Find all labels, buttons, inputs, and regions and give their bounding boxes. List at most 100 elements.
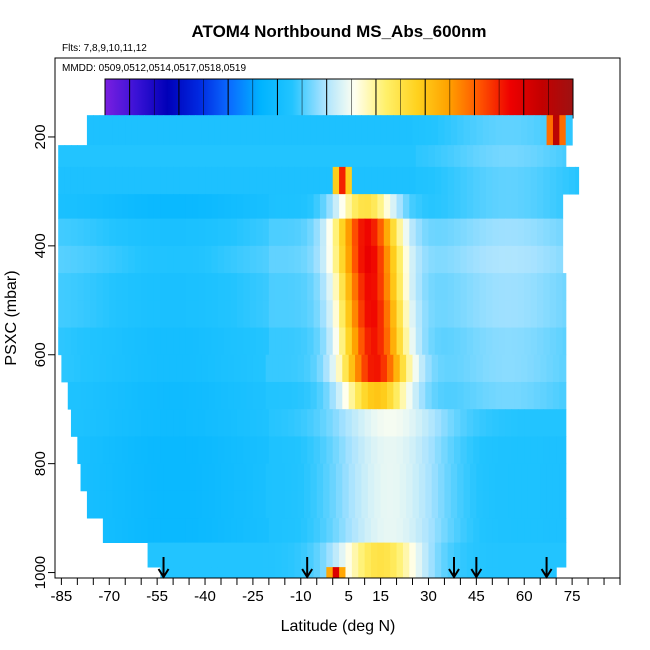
heatmap-cell	[323, 490, 331, 519]
heatmap-cell	[185, 567, 193, 578]
heatmap-cell	[176, 354, 184, 383]
heatmap-cell	[208, 463, 216, 492]
heatmap-cell	[533, 354, 541, 383]
heatmap-cell	[227, 381, 235, 410]
heatmap-cell	[179, 273, 187, 301]
heatmap-cell	[192, 166, 200, 195]
heatmap-cell	[288, 166, 295, 195]
heatmap-cell	[128, 436, 136, 465]
heatmap-cell	[198, 436, 206, 465]
heatmap-cell	[428, 145, 436, 168]
heatmap-cell	[406, 115, 414, 146]
heatmap-cell	[339, 273, 347, 301]
heatmap-cell	[326, 409, 334, 437]
y-tick-label: 800	[32, 451, 49, 476]
heatmap-cell	[348, 115, 356, 146]
heatmap-cell	[390, 218, 398, 247]
heatmap-cell	[377, 409, 385, 437]
heatmap-cell	[102, 327, 110, 356]
heatmap-cell	[329, 115, 337, 146]
heatmap-cell	[530, 567, 538, 578]
heatmap-cell	[454, 436, 461, 465]
heatmap-cell	[166, 194, 174, 220]
heatmap-cell	[189, 354, 197, 383]
heatmap-cell	[514, 463, 522, 492]
heatmap-cell	[537, 166, 544, 195]
heatmap-cell	[176, 463, 184, 492]
heatmap-cell	[307, 409, 315, 437]
heatmap-cell	[211, 194, 219, 220]
heatmap-cell	[479, 166, 487, 195]
heatmap-cell	[288, 327, 295, 356]
heatmap-cell	[511, 145, 519, 168]
y-tick-label: 200	[32, 124, 49, 149]
heatmap-cell	[307, 327, 315, 356]
heatmap-cell	[386, 115, 394, 146]
heatmap-cell	[96, 166, 104, 195]
heatmap-cell	[192, 218, 200, 247]
heatmap-cell	[211, 245, 219, 274]
heatmap-cell	[176, 490, 184, 519]
heatmap-cell	[326, 166, 334, 195]
heatmap-cell	[141, 194, 149, 220]
heatmap-cell	[543, 542, 551, 568]
heatmap-cell	[230, 436, 238, 465]
x-tick-label: -70	[98, 588, 120, 605]
heatmap-cell	[358, 218, 366, 247]
heatmap-cell	[131, 463, 139, 492]
heatmap-cell	[412, 463, 420, 492]
heatmap-cell	[288, 145, 295, 168]
heatmap-cell	[262, 273, 270, 301]
heatmap-cell	[418, 381, 426, 410]
heatmap-cell	[498, 542, 506, 568]
heatmap-cell	[380, 463, 388, 492]
heatmap-cell	[198, 166, 206, 195]
heatmap-cell	[562, 409, 567, 437]
heatmap-cell	[166, 300, 174, 328]
heatmap-cell	[514, 115, 522, 146]
heatmap-cell	[428, 194, 436, 220]
heatmap-cell	[102, 273, 110, 301]
heatmap-cell	[371, 273, 378, 301]
heatmap-cell	[326, 518, 334, 543]
heatmap-cell	[517, 518, 525, 543]
heatmap-cell	[473, 518, 481, 543]
heatmap-cell	[332, 300, 340, 328]
heatmap-cell	[524, 245, 532, 274]
heatmap-cell	[527, 463, 535, 492]
heatmap-cell	[422, 327, 430, 356]
heatmap-cell	[396, 327, 404, 356]
heatmap-cell	[166, 327, 174, 356]
heatmap-cell	[383, 194, 391, 220]
heatmap-cell	[224, 542, 232, 568]
heatmap-cell	[118, 490, 126, 519]
heatmap-cell	[185, 518, 193, 543]
heatmap-cell	[115, 245, 123, 274]
heatmap-cell	[166, 567, 174, 578]
heatmap-cell	[166, 518, 174, 543]
heatmap-cell	[454, 145, 461, 168]
heatmap-cell	[74, 354, 82, 383]
heatmap-cell	[409, 300, 417, 328]
heatmap-cell	[485, 166, 493, 195]
heatmap-cell	[86, 354, 94, 383]
heatmap-cell	[444, 381, 452, 410]
heatmap-cell	[99, 381, 107, 410]
heatmap-cell	[473, 300, 481, 328]
heatmap-cell	[192, 327, 200, 356]
heatmap-cell	[521, 463, 529, 492]
heatmap-cell	[463, 463, 471, 492]
heatmap-cell	[220, 354, 228, 383]
heatmap-cell	[479, 218, 487, 247]
heatmap-cell	[224, 409, 232, 437]
heatmap-cell	[313, 166, 321, 195]
heatmap-cell	[102, 409, 110, 437]
heatmap-cell	[166, 542, 174, 568]
heatmap-cell	[530, 327, 538, 356]
heatmap-cell	[122, 409, 130, 437]
heatmap-cell	[205, 327, 213, 356]
heatmap-cell	[434, 300, 442, 328]
heatmap-cell	[460, 409, 468, 437]
heatmap-cell	[96, 327, 104, 356]
heatmap-cell	[134, 145, 142, 168]
